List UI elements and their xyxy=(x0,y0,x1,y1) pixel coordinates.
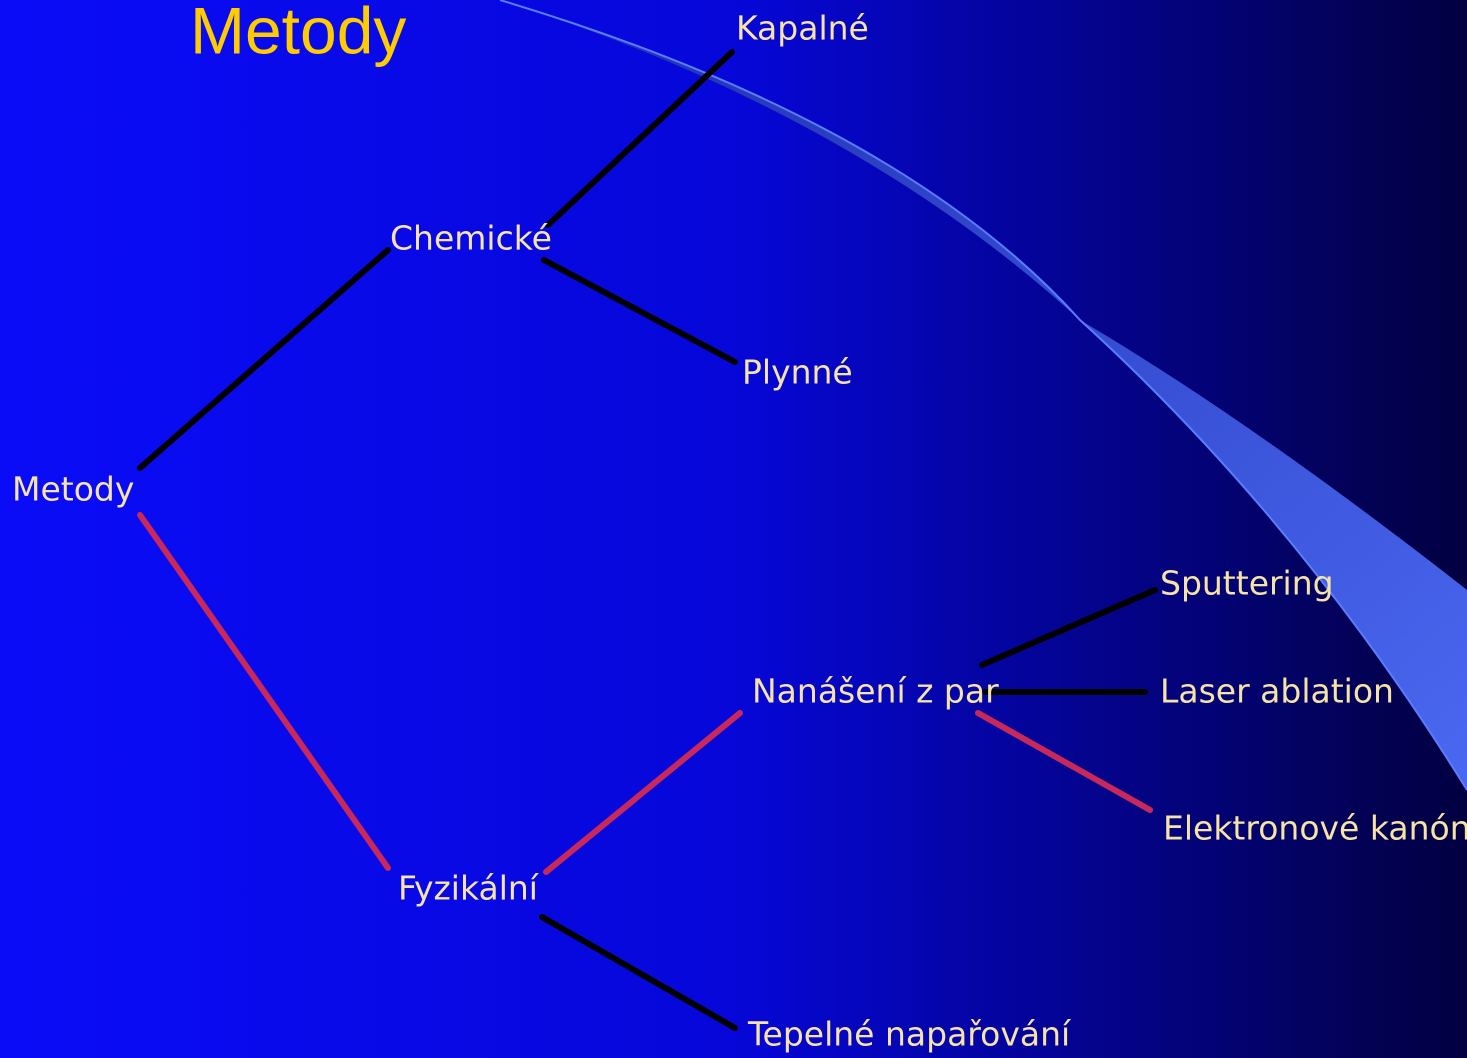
title: Metody xyxy=(190,0,406,67)
node-label: Chemické xyxy=(390,219,552,258)
node-label: Metody xyxy=(12,470,134,509)
node-label: Plynné xyxy=(742,353,853,392)
edges xyxy=(137,49,1158,1031)
node-label: Kapalné xyxy=(736,9,869,48)
edge xyxy=(137,247,391,471)
node-label: Laser ablation xyxy=(1160,672,1394,711)
node-label: Sputtering xyxy=(1160,564,1334,603)
edge xyxy=(545,49,735,228)
edge xyxy=(541,257,738,365)
edge xyxy=(137,512,391,871)
node-label: Fyzikální xyxy=(398,869,540,908)
edge xyxy=(975,710,1153,813)
swoosh-edge xyxy=(499,0,1467,791)
node-label: Nanášení z par xyxy=(752,672,999,711)
edge xyxy=(543,710,743,875)
edge xyxy=(979,587,1158,668)
edge xyxy=(539,914,738,1031)
node-label: Tepelné napařování xyxy=(747,1015,1072,1054)
node-label: Elektronové kanóny xyxy=(1163,809,1467,848)
